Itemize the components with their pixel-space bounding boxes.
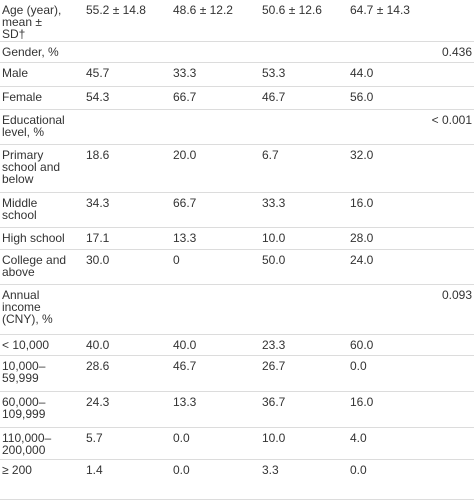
cell-value: 28.0 — [350, 231, 374, 245]
cell-value: 56.0 — [350, 90, 374, 104]
cell-value: 50.0 — [262, 253, 286, 267]
cell-value: 53.3 — [262, 66, 286, 80]
cell-value: 18.6 — [86, 148, 110, 162]
table-row: Female 54.3 66.7 46.7 56.0 — [0, 87, 474, 110]
cell-value: 36.7 — [262, 395, 286, 409]
cell-value: 33.3 — [173, 66, 197, 80]
cell-value: 64.7 ± 14.3 — [350, 3, 410, 17]
row-label: 60,000–109,999 — [2, 395, 46, 421]
cell-value: 46.7 — [173, 359, 197, 373]
table-row: 60,000–109,999 24.3 13.3 36.7 16.0 — [0, 392, 474, 428]
table-row: 10,000–59,999 28.6 46.7 26.7 0.0 — [0, 356, 474, 392]
cell-value: 0.0 — [173, 463, 190, 477]
cell-value: 10.0 — [262, 231, 286, 245]
cell-value: 50.6 ± 12.6 — [262, 3, 322, 17]
table-row: High school 17.1 13.3 10.0 28.0 — [0, 228, 474, 250]
row-label: Female — [2, 90, 43, 104]
cell-value: 1.4 — [86, 463, 103, 477]
row-label: College and above — [2, 253, 67, 279]
cell-value: 55.2 ± 14.8 — [86, 3, 146, 17]
row-label: < 10,000 — [2, 338, 50, 352]
row-label: Gender, % — [2, 45, 59, 59]
cell-value: 13.3 — [173, 231, 197, 245]
cell-value: 24.0 — [350, 253, 374, 267]
p-value: < 0.001 — [431, 113, 472, 127]
table-row: Gender, % 0.436 — [0, 42, 474, 63]
table-row: Age (year), mean ± SD† 55.2 ± 14.8 48.6 ± … — [0, 0, 474, 42]
cell-value: 16.0 — [350, 196, 374, 210]
table-row: Annual income (CNY), % 0.093 — [0, 285, 474, 335]
cell-value: 10.0 — [262, 431, 286, 445]
cell-value: 20.0 — [173, 148, 197, 162]
table-row: Middle school 34.3 66.7 33.3 16.0 — [0, 193, 474, 228]
table-row: < 10,000 40.0 40.0 23.3 60.0 — [0, 335, 474, 356]
cell-value: 13.3 — [173, 395, 197, 409]
row-label: Male — [2, 66, 29, 80]
table-row: ≥ 200 1.4 0.0 3.3 0.0 — [0, 460, 474, 500]
row-label: Age (year), mean ± SD† — [2, 3, 62, 41]
cell-value: 6.7 — [262, 148, 279, 162]
cell-value: 32.0 — [350, 148, 374, 162]
table-row: College and above 30.0 0 50.0 24.0 — [0, 250, 474, 285]
row-label: 110,000–200,000 — [2, 431, 52, 457]
cell-value: 40.0 — [86, 338, 110, 352]
cell-value: 33.3 — [262, 196, 286, 210]
cell-value: 5.7 — [86, 431, 103, 445]
row-label: 10,000–59,999 — [2, 359, 46, 385]
cell-value: 44.0 — [350, 66, 374, 80]
cell-value: 23.3 — [262, 338, 286, 352]
row-label: Middle school — [2, 196, 38, 222]
cell-value: 0.0 — [173, 431, 190, 445]
row-label: ≥ 200 — [2, 463, 32, 477]
row-label: Annual income (CNY), % — [2, 288, 53, 326]
cell-value: 0 — [173, 253, 180, 267]
cell-value: 0.0 — [350, 359, 367, 373]
table-row: Male 45.7 33.3 53.3 44.0 — [0, 63, 474, 87]
p-value: 0.436 — [441, 45, 472, 59]
table-row: Primary school and below 18.6 20.0 6.7 32.0 — [0, 145, 474, 193]
table-row: Educational level, % < 0.001 — [0, 110, 474, 145]
cell-value: 26.7 — [262, 359, 286, 373]
row-label: High school — [2, 231, 65, 245]
cell-value: 46.7 — [262, 90, 286, 104]
cell-value: 66.7 — [173, 196, 197, 210]
cell-value: 45.7 — [86, 66, 110, 80]
cell-value: 66.7 — [173, 90, 197, 104]
cell-value: 40.0 — [173, 338, 197, 352]
cell-value: 60.0 — [350, 338, 374, 352]
cell-value: 16.0 — [350, 395, 374, 409]
cell-value: 30.0 — [86, 253, 110, 267]
cell-value: 34.3 — [86, 196, 110, 210]
row-label: Educational level, % — [2, 113, 65, 139]
cell-value: 4.0 — [350, 431, 367, 445]
cell-value: 24.3 — [86, 395, 110, 409]
cell-value: 3.3 — [262, 463, 279, 477]
cell-value: 28.6 — [86, 359, 110, 373]
cell-value: 48.6 ± 12.2 — [173, 3, 233, 17]
row-label: Primary school and below — [2, 148, 61, 186]
cell-value: 54.3 — [86, 90, 110, 104]
table-row: 110,000–200,000 5.7 0.0 10.0 4.0 — [0, 428, 474, 460]
cell-value: 17.1 — [86, 231, 110, 245]
cell-value: 0.0 — [350, 463, 367, 477]
p-value: 0.093 — [441, 288, 472, 302]
